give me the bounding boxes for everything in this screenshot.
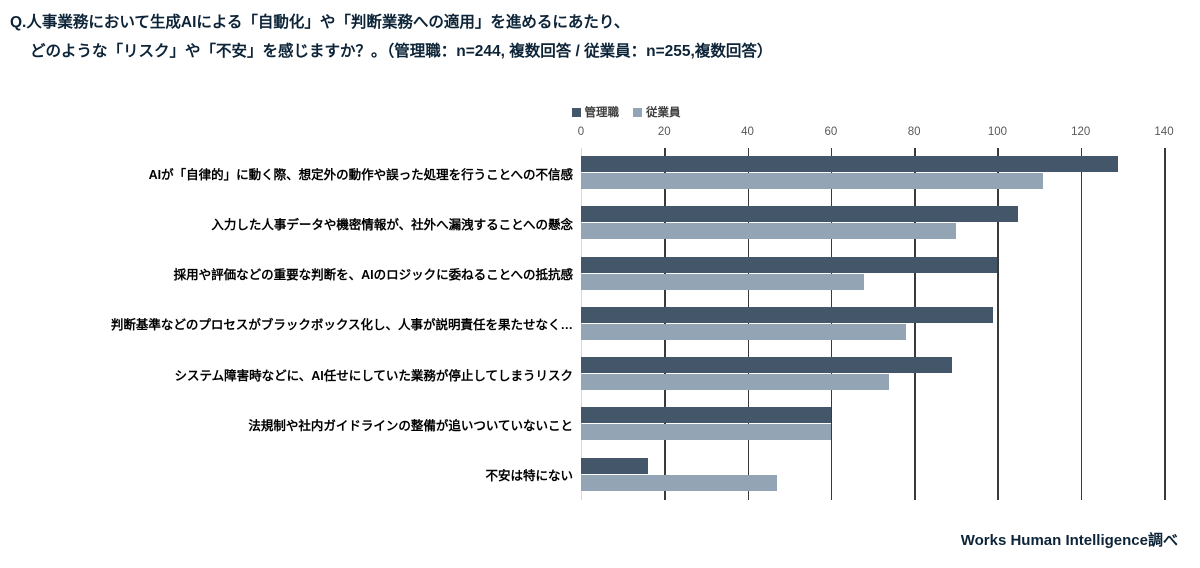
page-title: Q.人事業務において生成AIによる「自動化」や「判断業務への適用」を進めるにあた… [0,8,1190,66]
legend-item-label: 管理職 [584,107,620,119]
title-line-1: Q.人事業務において生成AIによる「自動化」や「判断業務への適用」を進めるにあた… [10,14,630,31]
bar-group [581,249,1181,299]
x-tick-label: 40 [741,126,754,138]
chart-row: 不安は特にない [0,450,1200,500]
bar-manager [581,206,1019,223]
bar-manager [581,357,952,374]
category-label: 不安は特にない [485,469,573,484]
bar-employee [581,223,956,240]
bar-employee [581,173,1044,189]
x-tick-label: 100 [987,126,1008,138]
gridline [1080,148,1083,500]
chart-row: AIが「自律的」に動く際、想定外の動作や誤った処理を行うことへの不信感 [0,148,1200,198]
bar-group [581,148,1181,198]
x-tick-label: 80 [907,126,921,138]
bar-employee [581,273,865,290]
bar-manager [581,306,994,323]
chart-row: 入力した人事データや機密情報が、社外へ漏洩することへの懸念 [0,198,1200,248]
bar-manager [581,457,648,474]
x-tick-label: 60 [824,126,838,138]
x-tick-label: 140 [1154,126,1174,138]
category-label: AIが「自律的」に動く際、想定外の動作や誤った処理を行うことへの不信感 [148,167,573,182]
legend-swatch-icon [571,107,581,117]
category-label: 判断基準などのプロセスがブラックボックス化し、人事が説明責任を果たせなく… [110,318,573,333]
bar-employee [581,323,906,340]
bar-group [581,349,1181,399]
x-tick-label: 0 [577,126,585,138]
x-tick-label: 120 [1071,126,1091,138]
x-tick-label: 20 [657,126,671,138]
legend-item-1: 管理職 [571,104,620,120]
chart-row: 法規制や社内ガイドラインの整備が追いついていないこと [0,399,1200,449]
chart-rows: AIが「自律的」に動く際、想定外の動作や誤った処理を行うことへの不信感入力した人… [0,148,1200,500]
gridline [1164,148,1166,500]
bar-group [581,299,1181,349]
bar-group [581,450,1181,500]
bar-employee [581,474,777,491]
gridline [997,148,1000,500]
chart-legend: 管理職 従業員 [0,104,1200,120]
category-label: 法規制や社内ガイドラインの整備が追いついていないこと [248,419,573,434]
x-axis: 0 20 40 60 80 100 120 140 [0,126,1200,148]
bar-employee [581,374,890,391]
chart-row: 判断基準などのプロセスがブラックボックス化し、人事が説明責任を果たせなく… [0,299,1200,349]
bar-group [581,198,1181,248]
legend-swatch-icon [633,107,642,117]
chart-row: 採用や評価などの重要な判断を、AIのロジックに委ねることへの抵抗感 [0,249,1200,299]
category-label: 入力した人事データや機密情報が、社外へ漏洩することへの懸念 [211,217,573,232]
bar-manager [581,256,998,273]
bar-manager [581,156,1119,172]
legend-item-2: 従業員 [633,104,681,120]
bar-chart: 0 20 40 60 80 100 120 140 AIが「自律的」に動く際、想定外の動作や誤… [0,126,1200,516]
gridline [914,148,916,500]
source-credit: Works Human Intelligence調べ [960,532,1178,549]
bar-manager [581,407,831,424]
category-label: 採用や評価などの重要な判断を、AIのロジックに委ねることへの抵抗感 [173,268,573,283]
bar-group [581,399,1181,449]
title-line-2: どのような「リスク」や「不安」を感じますか？。（管理職：n=244, 複数回答 … [30,43,773,60]
legend-item-label: 従業員 [646,107,681,119]
category-label: システム障害時などに、AI任せにしていた業務が停止してしまうリスク [174,368,573,383]
chart-row: システム障害時などに、AI任せにしていた業務が停止してしまうリスク [0,349,1200,399]
bar-employee [581,424,831,441]
